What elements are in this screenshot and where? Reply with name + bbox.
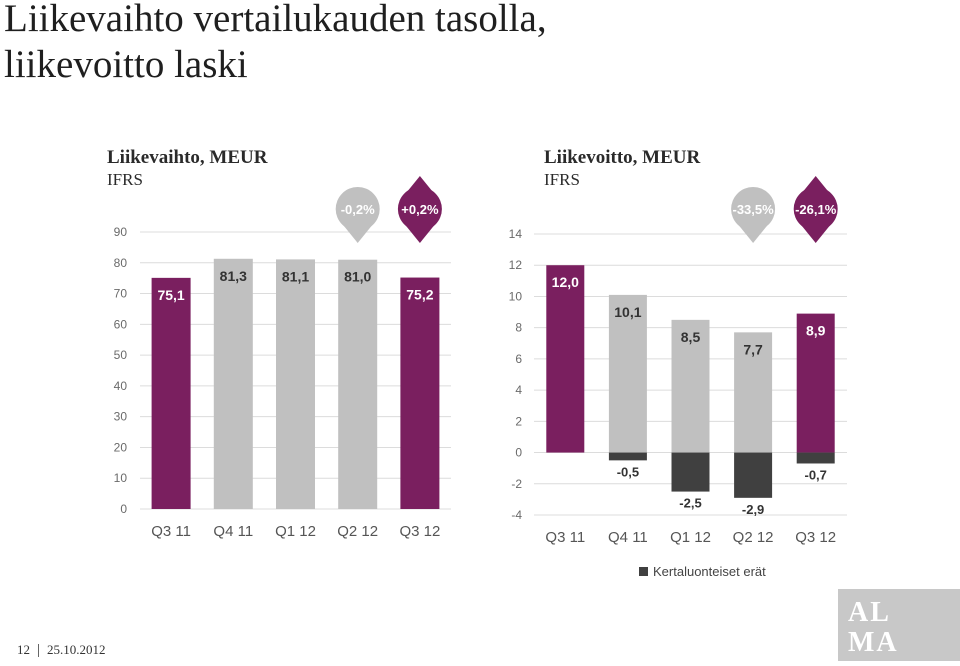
revenue-callout-bubble xyxy=(397,187,442,231)
profit-legend-swatch xyxy=(639,567,648,576)
revenue-value-label: 81,3 xyxy=(220,268,247,284)
revenue-callout-tip xyxy=(406,176,433,192)
profit-bar xyxy=(796,313,835,453)
revenue-ytick-label: 60 xyxy=(114,317,128,331)
revenue-ytick-label: 90 xyxy=(114,225,128,239)
profit-category-label: Q3 11 xyxy=(545,529,585,546)
revenue-value-label: 81,0 xyxy=(344,269,371,285)
revenue-ytick-label: 40 xyxy=(114,379,128,393)
left-chart-title: Liikevaihto, MEUR xyxy=(107,147,268,168)
profit-value-label: 10,1 xyxy=(614,304,641,320)
profit-value-label: 12,0 xyxy=(552,274,579,290)
profit-callout: -33,5% xyxy=(731,187,776,243)
revenue-callout-text: +0,2% xyxy=(401,202,439,217)
page-number: 12 xyxy=(17,642,30,657)
profit-category-label: Q4 11 xyxy=(608,529,648,546)
profit-value-label: 8,9 xyxy=(806,323,826,339)
profit-callout-bubble xyxy=(731,187,776,231)
profit-callout-text: -26,1% xyxy=(795,202,837,217)
slide-title-line-1: Liikevaihto vertailukauden tasolla, xyxy=(4,0,547,40)
profit-negative-value-label: -0,7 xyxy=(804,467,826,482)
profit-callout-text: -33,5% xyxy=(732,202,774,217)
profit-category-label: Q1 12 xyxy=(670,529,711,546)
revenue-ytick-label: 30 xyxy=(114,410,128,424)
profit-ytick-label: 0 xyxy=(515,446,522,460)
profit-bar xyxy=(608,294,647,453)
revenue-value-label: 75,1 xyxy=(157,287,184,303)
slide-footer: 12 25.10.2012 xyxy=(17,642,106,658)
profit-negative-value-label: -0,5 xyxy=(617,464,639,479)
profit-ytick-label: 12 xyxy=(509,258,523,272)
profit-bar xyxy=(671,319,710,453)
profit-ytick-label: 4 xyxy=(515,383,522,397)
revenue-callout-pointer xyxy=(402,222,437,243)
left-chart-subtitle: IFRS xyxy=(107,170,143,189)
revenue-ytick-label: 10 xyxy=(114,471,128,485)
revenue-callout-text: -0,2% xyxy=(341,202,375,217)
revenue-ytick-label: 50 xyxy=(114,348,128,362)
revenue-category-label: Q1 12 xyxy=(275,523,316,540)
profit-callout-pointer xyxy=(798,222,833,243)
revenue-bar-chart: 0 10 20 30 40 50 60 70 80 90 75,1 Q3 11 81,3 Q4 11 81,… xyxy=(114,176,451,540)
revenue-ytick-label: 80 xyxy=(114,256,128,270)
revenue-callout-bubble xyxy=(335,187,380,231)
profit-negative-bar xyxy=(796,452,835,464)
profit-ytick-label: 8 xyxy=(515,321,522,335)
profit-ytick-label: -4 xyxy=(511,508,522,522)
profit-value-label: 7,7 xyxy=(743,341,763,357)
revenue-callout-pointer xyxy=(340,222,375,243)
profit-category-label: Q2 12 xyxy=(733,529,774,546)
profit-negative-bar xyxy=(734,452,773,498)
profit-category-label: Q3 12 xyxy=(795,529,836,546)
alma-logo-icon: AL MA xyxy=(848,597,899,658)
profit-negative-value-label: -2,5 xyxy=(679,496,701,511)
alma-logo: AL MA xyxy=(838,589,960,661)
revenue-callout: -0,2% xyxy=(335,187,380,243)
revenue-value-label: 75,2 xyxy=(406,287,433,303)
svg-text:AL: AL xyxy=(848,597,891,628)
revenue-ytick-label: 0 xyxy=(120,502,127,516)
revenue-bar xyxy=(276,259,315,509)
revenue-category-label: Q4 11 xyxy=(213,523,253,540)
profit-bar xyxy=(546,265,585,453)
footer-divider xyxy=(38,643,39,657)
right-chart-subtitle: IFRS xyxy=(544,170,580,189)
right-chart-heading: Liikevoitto, MEUR IFRS xyxy=(544,147,700,191)
revenue-ytick-label: 70 xyxy=(114,287,128,301)
profit-ytick-label: -2 xyxy=(511,477,522,491)
profit-negative-bar xyxy=(608,452,647,461)
profit-callout: -26,1% xyxy=(793,176,838,243)
revenue-bar xyxy=(338,259,378,509)
revenue-category-label: Q2 12 xyxy=(337,523,378,540)
revenue-ytick-label: 20 xyxy=(114,440,128,454)
profit-negative-bar xyxy=(671,452,710,492)
svg-text:MA: MA xyxy=(848,627,899,658)
profit-legend-label: Kertaluonteiset erät xyxy=(653,564,766,579)
profit-value-label: 8,5 xyxy=(681,329,701,345)
revenue-category-label: Q3 12 xyxy=(399,523,440,540)
profit-negative-value-label: -2,9 xyxy=(742,502,764,517)
profit-bar xyxy=(734,332,773,453)
profit-callout-tip xyxy=(802,176,829,192)
revenue-bar xyxy=(151,277,191,509)
slide-title: Liikevaihto vertailukauden tasolla, liik… xyxy=(4,0,724,88)
profit-ytick-label: 6 xyxy=(515,352,522,366)
revenue-value-label: 81,1 xyxy=(282,268,309,284)
profit-callout-pointer xyxy=(736,222,771,243)
profit-ytick-label: 2 xyxy=(515,414,522,428)
slide-title-line-2: liikevoitto laski xyxy=(4,43,248,86)
profit-ytick-label: 10 xyxy=(509,289,523,303)
profit-callout-bubble xyxy=(793,187,838,231)
right-chart-title: Liikevoitto, MEUR xyxy=(544,147,701,168)
left-chart-heading: Liikevaihto, MEUR IFRS xyxy=(107,147,267,191)
revenue-bar xyxy=(400,277,440,509)
revenue-bar xyxy=(213,258,253,509)
slide-date: 25.10.2012 xyxy=(47,642,106,657)
operating-profit-bar-chart: -4 -2 0 2 4 6 8 10 12 14 12,0 Q3 11 10,1 -0,5 Q4 11 8,5… xyxy=(509,176,847,579)
profit-ytick-label: 14 xyxy=(509,227,523,241)
revenue-callout: +0,2% xyxy=(397,176,442,243)
revenue-category-label: Q3 11 xyxy=(151,523,191,540)
